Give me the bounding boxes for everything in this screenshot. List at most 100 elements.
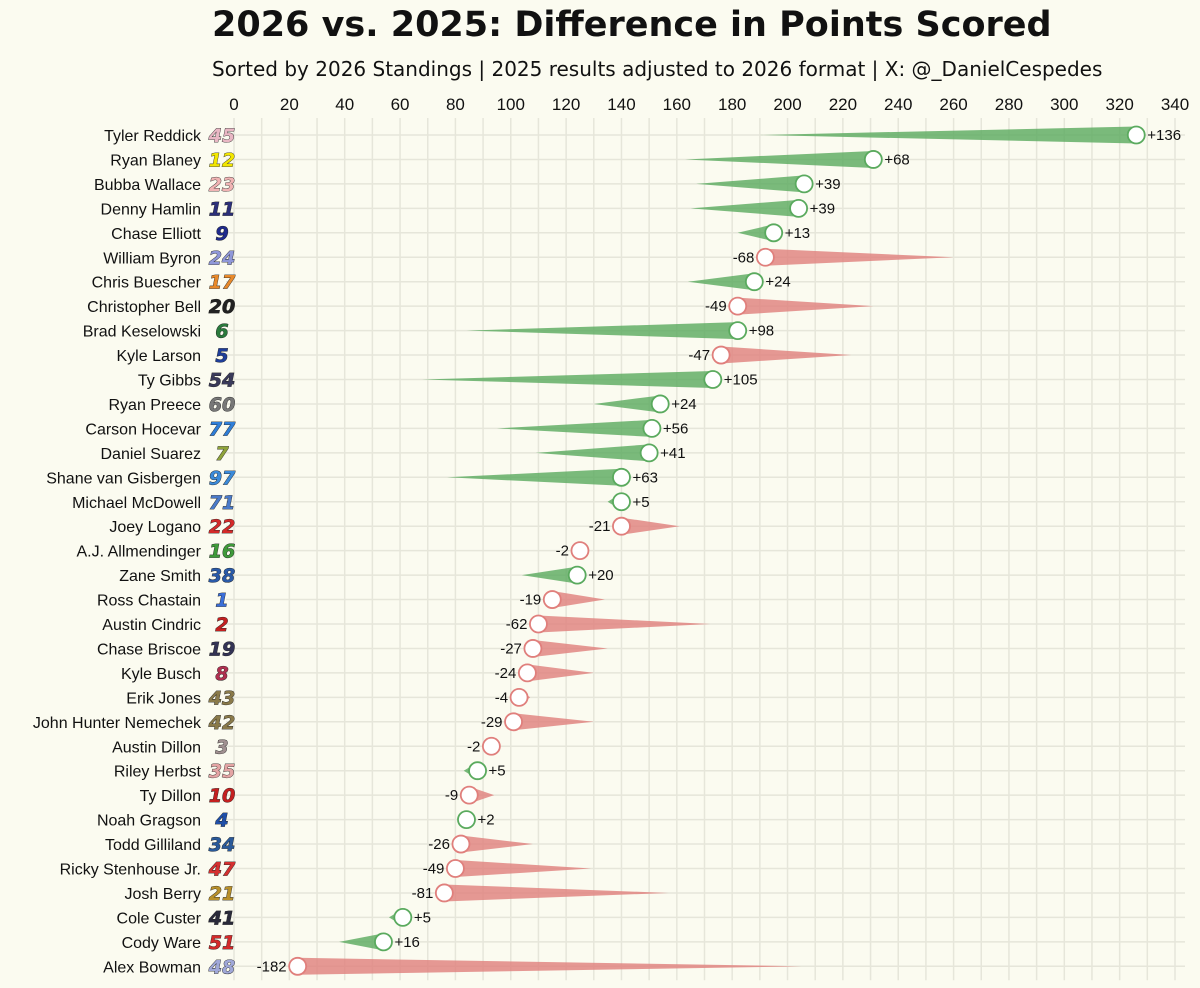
car-number: 5 bbox=[215, 345, 228, 367]
driver-name: Austin Dillon bbox=[112, 739, 201, 756]
driver-row: Daniel Suarez 7 +41 bbox=[101, 442, 686, 465]
diff-label: -182 bbox=[257, 958, 287, 975]
car-number: 97 bbox=[209, 467, 236, 489]
diff-label: +136 bbox=[1147, 127, 1181, 144]
points-2026-marker bbox=[639, 443, 659, 463]
x-tick-label: 260 bbox=[939, 95, 967, 114]
driver-name: Kyle Larson bbox=[117, 348, 202, 365]
car-number: 7 bbox=[215, 443, 229, 465]
points-2026-marker bbox=[711, 345, 731, 365]
diff-label: +39 bbox=[815, 176, 840, 193]
points-2026-marker bbox=[468, 761, 487, 781]
diff-label: +20 bbox=[588, 567, 613, 584]
driver-name: Cole Custer bbox=[117, 910, 202, 927]
driver-name: Carson Hocevar bbox=[85, 421, 201, 438]
points-2026-marker bbox=[612, 492, 631, 512]
points-2026-marker bbox=[434, 883, 454, 903]
driver-row: William Byron 24 -68 bbox=[103, 247, 954, 270]
car-number: 24 bbox=[209, 247, 235, 269]
diff-label: +24 bbox=[765, 274, 790, 291]
diff-label: +16 bbox=[394, 934, 419, 951]
car-number: 51 bbox=[209, 932, 235, 954]
driver-row: Ty Dillon 10 -9 bbox=[140, 785, 495, 808]
x-tick-label: 140 bbox=[607, 95, 635, 114]
diff-label: +105 bbox=[724, 372, 758, 389]
x-tick-label: 20 bbox=[280, 95, 299, 114]
driver-name: Brad Keselowski bbox=[83, 324, 201, 341]
diff-label: -4 bbox=[495, 689, 508, 706]
change-wedge bbox=[593, 395, 661, 413]
change-wedge bbox=[759, 126, 1137, 144]
car-number: 22 bbox=[209, 516, 235, 538]
diff-label: -19 bbox=[520, 592, 542, 609]
car-number: 1 bbox=[215, 590, 228, 612]
change-wedge bbox=[737, 297, 874, 315]
driver-name: Christopher Bell bbox=[87, 299, 201, 316]
car-number: 17 bbox=[209, 272, 236, 294]
driver-name: Michael McDowell bbox=[72, 495, 201, 512]
chart-title: 2026 vs. 2025: Difference in Points Scor… bbox=[212, 5, 1052, 45]
driver-name: Cody Ware bbox=[122, 935, 202, 952]
driver-row: Cody Ware 51 +16 bbox=[122, 931, 420, 954]
gridlines bbox=[226, 118, 1185, 981]
change-wedge bbox=[696, 175, 805, 193]
driver-name: William Byron bbox=[103, 250, 201, 267]
diff-label: -26 bbox=[428, 836, 450, 853]
points-2026-marker bbox=[446, 859, 465, 878]
points-2026-marker bbox=[755, 247, 775, 267]
driver-row: Alex Bowman 48 -182 bbox=[103, 956, 802, 979]
driver-name: Josh Berry bbox=[125, 886, 201, 903]
diff-label: +56 bbox=[663, 420, 688, 437]
change-wedge bbox=[538, 615, 711, 633]
change-wedge bbox=[466, 322, 738, 340]
diff-label: +98 bbox=[749, 323, 774, 340]
change-wedge bbox=[513, 713, 594, 731]
x-tick-label: 240 bbox=[884, 95, 912, 114]
diff-label: -68 bbox=[733, 249, 755, 266]
driver-name: Joey Logano bbox=[109, 519, 201, 536]
change-wedge bbox=[685, 150, 874, 168]
car-number: 2 bbox=[215, 614, 228, 636]
points-2026-marker bbox=[288, 956, 308, 976]
points-2026-marker bbox=[728, 296, 748, 316]
diff-label: -2 bbox=[556, 543, 569, 560]
driver-name: John Hunter Nemechek bbox=[33, 715, 202, 732]
change-wedge bbox=[690, 199, 799, 217]
chart-subtitle: Sorted by 2026 Standings | 2025 results … bbox=[212, 57, 1102, 81]
car-number: 71 bbox=[209, 492, 235, 514]
points-2026-marker bbox=[393, 908, 413, 927]
car-number: 16 bbox=[209, 541, 235, 563]
x-tick-label: 120 bbox=[552, 95, 580, 114]
driver-row: Todd Gilliland 34 -26 bbox=[105, 834, 533, 856]
change-wedge bbox=[521, 566, 578, 584]
driver-name: A.J. Allmendinger bbox=[76, 544, 201, 561]
driver-row: Joey Logano 22 -21 bbox=[109, 516, 680, 539]
driver-row: Denny Hamlin 11 +39 bbox=[101, 198, 836, 221]
diff-label: -9 bbox=[445, 787, 458, 804]
x-tick-label: 160 bbox=[663, 95, 691, 114]
x-tick-label: 180 bbox=[718, 95, 746, 114]
car-number: 60 bbox=[209, 394, 235, 416]
points-2026-marker bbox=[459, 785, 479, 805]
driver-row: Kyle Larson 5 -47 bbox=[117, 345, 852, 367]
diff-label: +13 bbox=[785, 225, 810, 242]
driver-name: Kyle Busch bbox=[121, 666, 201, 683]
car-number: 12 bbox=[209, 149, 235, 171]
change-wedge bbox=[527, 664, 594, 682]
diff-label: +5 bbox=[489, 763, 506, 780]
car-number: 42 bbox=[208, 712, 235, 734]
change-wedge bbox=[496, 419, 652, 437]
points-2026-marker bbox=[374, 932, 393, 952]
driver-row: A.J. Allmendinger 16 -2 bbox=[76, 540, 590, 563]
driver-name: Bubba Wallace bbox=[94, 177, 201, 194]
driver-row: Erik Jones 43 -4 bbox=[126, 687, 531, 710]
car-number: 19 bbox=[209, 638, 235, 660]
diff-label: +5 bbox=[632, 494, 649, 511]
x-tick-label: 100 bbox=[497, 95, 525, 114]
points-2026-marker bbox=[789, 198, 808, 218]
x-tick-label: 60 bbox=[391, 95, 410, 114]
driver-name: Ryan Blaney bbox=[110, 152, 201, 169]
driver-name: Daniel Suarez bbox=[101, 446, 202, 463]
points-2026-marker bbox=[744, 272, 764, 292]
driver-name: Noah Gragson bbox=[97, 813, 201, 830]
